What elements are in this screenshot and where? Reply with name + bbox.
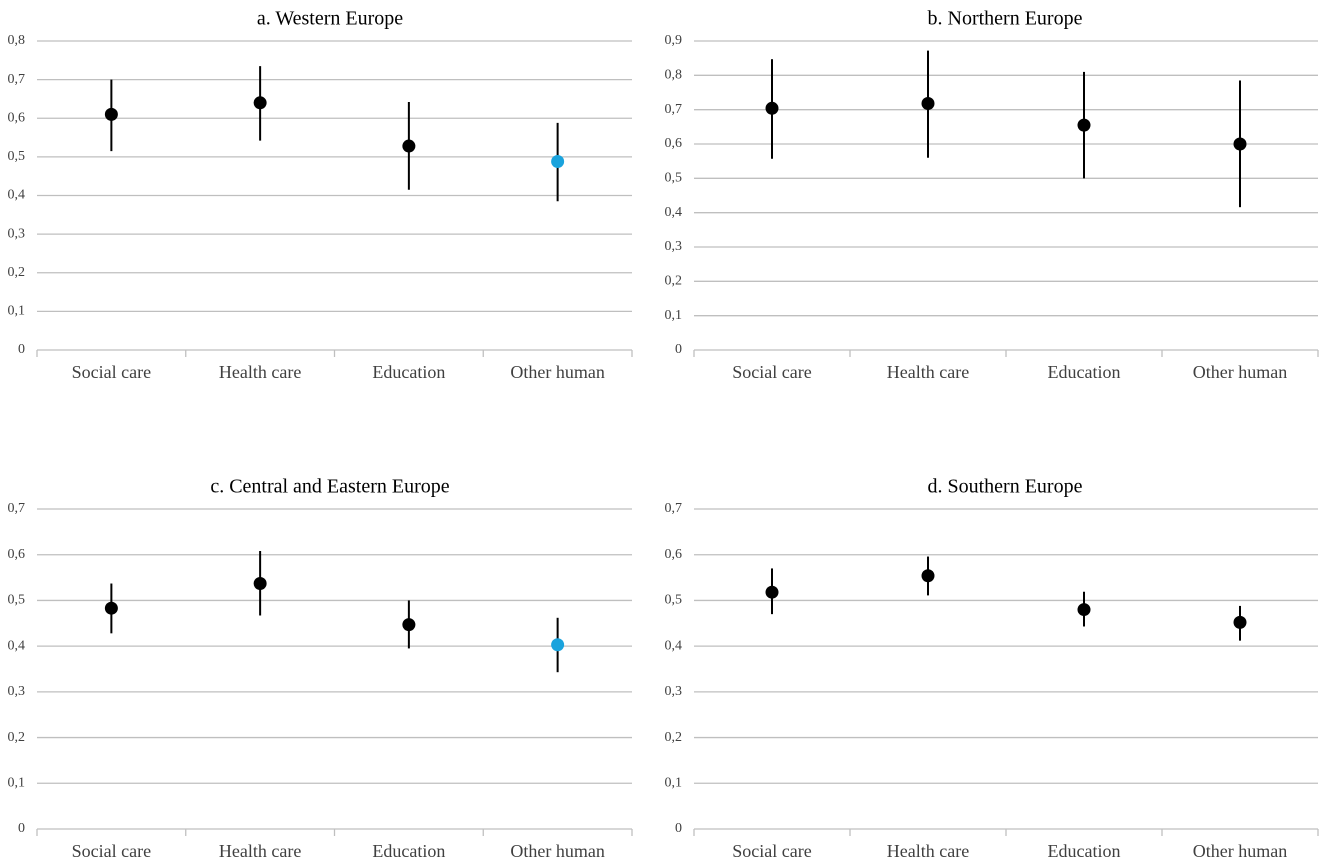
y-tick-label: 0,5 — [8, 593, 26, 608]
y-tick-label: 0,7 — [665, 501, 683, 516]
data-point — [921, 569, 935, 583]
y-tick-label: 0,7 — [8, 501, 26, 516]
y-tick-label: 0 — [18, 342, 25, 357]
data-point — [765, 101, 779, 115]
y-tick-label: 0,8 — [8, 33, 26, 48]
data-point — [551, 155, 565, 169]
y-tick-label: 0,7 — [8, 72, 26, 87]
x-tick-label: Social care — [72, 841, 151, 861]
panel-western: a. Western Europe 0 0,1 0,2 0,3 0,4 0,5 0,6 0,7 0… — [8, 8, 633, 382]
x-tick-label: Health care — [887, 841, 969, 861]
data-point — [104, 107, 118, 121]
y-tick-label: 0,5 — [665, 593, 683, 608]
x-tick-label: Health care — [887, 362, 969, 382]
data-point — [1077, 118, 1091, 132]
data-point — [253, 577, 267, 591]
y-tick-label: 0 — [18, 821, 25, 836]
y-tick-label: 0,2 — [665, 274, 683, 289]
data-point — [921, 96, 935, 110]
chart-title: c. Central and Eastern Europe — [210, 476, 449, 498]
y-tick-label: 0,5 — [8, 149, 26, 164]
y-tick-label: 0,3 — [665, 684, 683, 699]
x-tick-label: Health care — [219, 841, 301, 861]
y-tick-label: 0,6 — [665, 136, 683, 151]
x-tick-label: Other human — [510, 841, 604, 861]
panel-central-eastern: c. Central and Eastern Europe 0 0,1 0,2 0,3 0… — [8, 476, 633, 861]
data-point — [551, 638, 565, 652]
panel-northern: b. Northern Europe 0 0,1 0,2 0,3 0,4 0,5 0,6 0,7… — [665, 8, 1319, 382]
x-tick-label: Health care — [219, 362, 301, 382]
y-tick-label: 0,2 — [665, 730, 683, 745]
y-tick-label: 0,4 — [8, 638, 26, 653]
data-point — [402, 139, 416, 153]
x-tick-label: Education — [372, 841, 445, 861]
y-tick-label: 0 — [675, 342, 682, 357]
x-tick-label: Education — [1048, 362, 1121, 382]
data-point — [1233, 137, 1247, 151]
y-tick-label: 0,6 — [8, 547, 26, 562]
y-tick-label: 0,3 — [8, 684, 26, 699]
chart-title: b. Northern Europe — [928, 8, 1083, 30]
y-tick-label: 0,8 — [665, 68, 683, 83]
y-tick-label: 0,3 — [665, 239, 683, 254]
y-tick-label: 0,1 — [665, 308, 683, 323]
y-tick-label: 0,1 — [8, 776, 26, 791]
y-tick-label: 0 — [675, 821, 682, 836]
x-tick-label: Other human — [510, 362, 604, 382]
x-tick-label: Social care — [732, 841, 811, 861]
chart-title: d. Southern Europe — [928, 476, 1083, 498]
data-point — [253, 96, 267, 110]
x-tick-label: Other human — [1193, 841, 1287, 861]
y-tick-label: 0,4 — [665, 638, 683, 653]
y-tick-label: 0,5 — [665, 171, 683, 186]
panel-southern: d. Southern Europe 0 0,1 0,2 0,3 0,4 0,5 0,6 0,7… — [665, 476, 1319, 861]
y-tick-label: 0,6 — [8, 110, 26, 125]
y-tick-label: 0,4 — [8, 188, 26, 203]
y-tick-label: 0,2 — [8, 730, 26, 745]
x-tick-label: Social care — [732, 362, 811, 382]
chart-title: a. Western Europe — [257, 8, 403, 30]
data-point — [104, 601, 118, 615]
y-tick-label: 0,7 — [665, 102, 683, 117]
data-point — [1077, 603, 1091, 617]
x-tick-label: Social care — [72, 362, 151, 382]
data-point — [765, 585, 779, 599]
y-tick-label: 0,9 — [665, 33, 683, 48]
x-tick-label: Education — [1048, 841, 1121, 861]
y-tick-label: 0,6 — [665, 547, 683, 562]
data-point — [1233, 615, 1247, 629]
x-tick-label: Other human — [1193, 362, 1287, 382]
y-tick-label: 0,1 — [665, 776, 683, 791]
y-tick-label: 0,2 — [8, 265, 26, 280]
x-tick-label: Education — [372, 362, 445, 382]
data-point — [402, 618, 416, 632]
y-tick-label: 0,1 — [8, 304, 26, 319]
y-tick-label: 0,4 — [665, 205, 683, 220]
y-tick-label: 0,3 — [8, 226, 26, 241]
